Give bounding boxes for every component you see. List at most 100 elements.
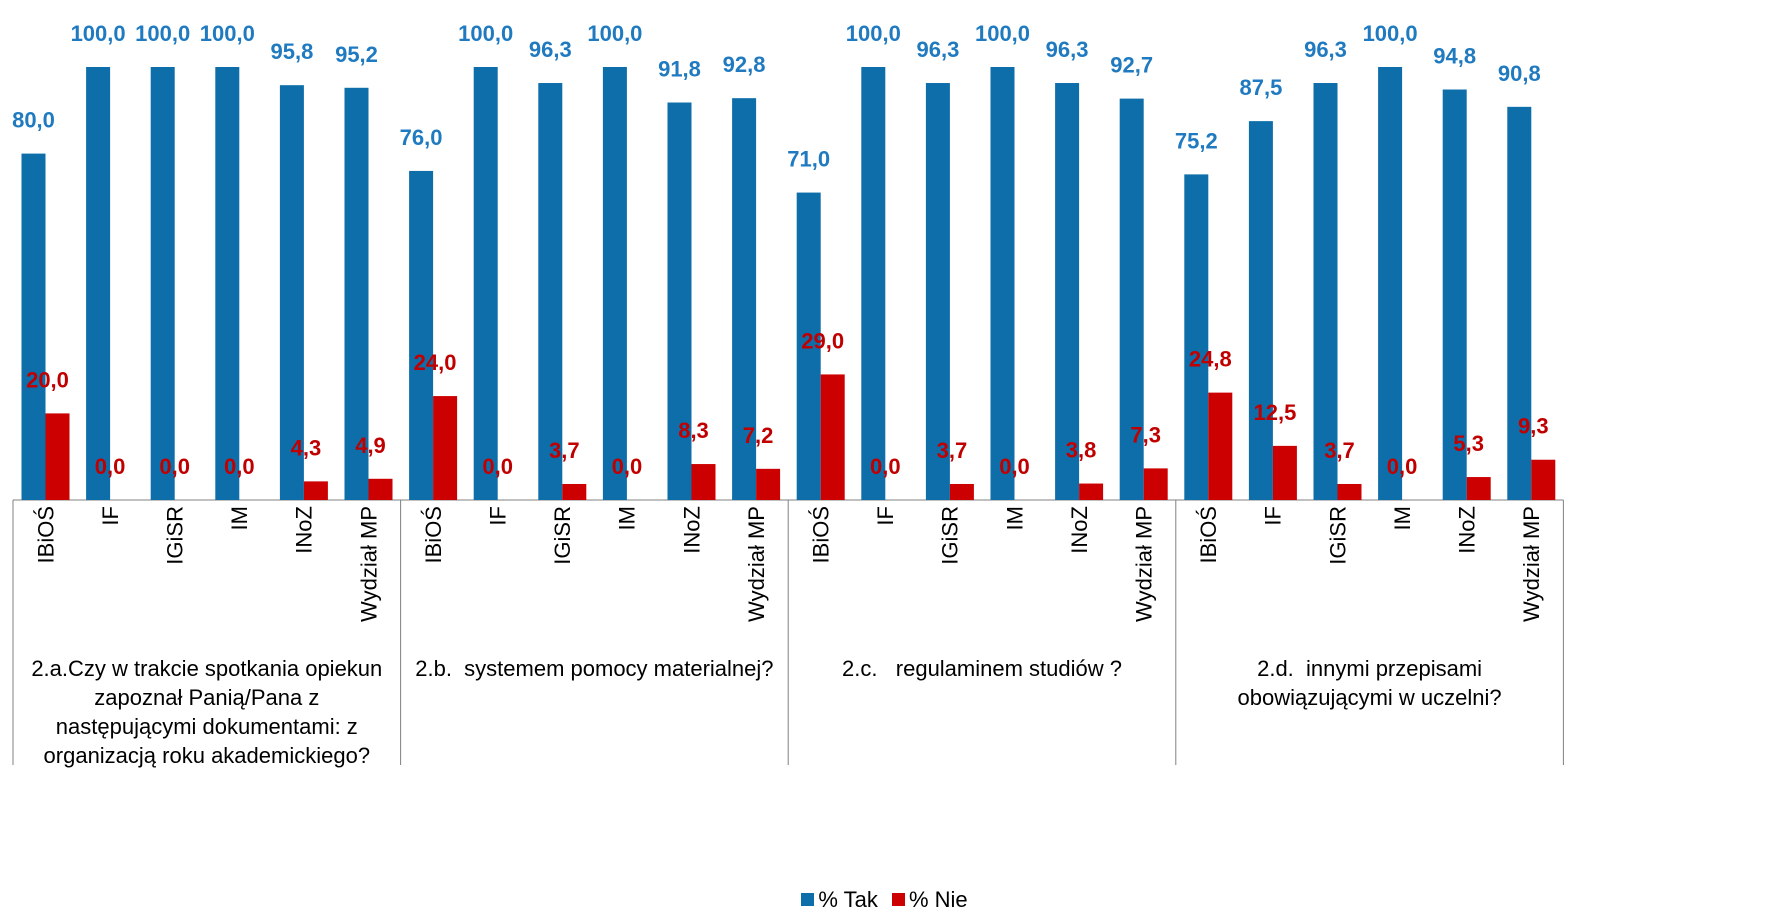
data-label-nie: 8,3	[678, 418, 709, 443]
category-label: Wydział MP	[744, 506, 769, 622]
data-label-tak: 75,2	[1175, 128, 1218, 153]
bar-nie	[691, 464, 716, 500]
bar-nie	[1466, 477, 1491, 500]
legend-item-nie: % Nie	[891, 886, 968, 913]
data-label-tak: 100,0	[846, 21, 901, 46]
bar-tak	[21, 153, 46, 500]
bar-nie	[820, 374, 845, 500]
bar-tak	[1119, 98, 1144, 500]
bar-tak	[925, 83, 950, 501]
data-label-tak: 71,0	[787, 147, 830, 172]
data-label-tak: 76,0	[400, 125, 443, 150]
group-label-line: organizacją roku akademickiego?	[43, 743, 371, 768]
bar-nie	[562, 483, 587, 500]
category-label: IF	[1261, 506, 1286, 526]
data-label-nie: 7,2	[743, 423, 774, 448]
bar-nie	[303, 481, 328, 500]
bar-nie	[45, 413, 70, 500]
bar-nie	[1337, 483, 1362, 500]
bar-nie	[1143, 468, 1168, 500]
group-label-line: zapoznał Panią/Pana z	[94, 685, 320, 710]
data-label-tak: 94,8	[1433, 44, 1476, 69]
category-label: Wydział MP	[1519, 506, 1544, 622]
bar-nie	[1531, 459, 1556, 500]
group-label-line: obowiązującymi w uczelni?	[1237, 685, 1502, 710]
data-label-tak: 96,3	[1046, 37, 1089, 62]
group-label-line: 2.d. innymi przepisami	[1257, 656, 1483, 681]
data-label-tak: 100,0	[587, 21, 642, 46]
data-label-tak: 100,0	[975, 21, 1030, 46]
bar-tak	[861, 67, 886, 500]
bar-tak	[86, 67, 111, 500]
category-label: IGiSR	[1325, 506, 1350, 565]
data-label-tak: 96,3	[916, 37, 959, 62]
bar-tak	[150, 67, 175, 500]
bar-tak	[409, 170, 434, 501]
category-label: INoZ	[292, 506, 317, 554]
bar-tak	[215, 67, 240, 500]
bar-tak	[732, 98, 757, 501]
data-label-nie: 0,0	[159, 454, 190, 479]
data-label-nie: 0,0	[482, 454, 513, 479]
data-label-tak: 95,2	[335, 42, 378, 67]
data-label-nie: 3,8	[1066, 438, 1097, 463]
data-label-tak: 95,8	[270, 39, 313, 64]
category-label: IGiSR	[938, 506, 963, 565]
bar-tak	[1313, 83, 1338, 501]
legend-label-nie: % Nie	[908, 886, 968, 912]
data-label-nie: 3,7	[1324, 438, 1355, 463]
bar-tak	[344, 87, 369, 500]
data-label-nie: 4,3	[291, 435, 322, 460]
data-label-tak: 92,8	[723, 52, 766, 77]
bar-tak	[1055, 83, 1080, 501]
bar-nie	[756, 468, 781, 500]
group-label: 2.d. innymi przepisami obowiązującymi w u…	[1176, 654, 1564, 712]
bar-tak	[279, 85, 304, 500]
bar-nie	[1272, 445, 1297, 500]
data-label-tak: 100,0	[458, 21, 513, 46]
data-label-nie: 0,0	[999, 454, 1030, 479]
category-label: IF	[873, 506, 898, 526]
data-label-tak: 87,5	[1239, 75, 1282, 100]
category-label: IF	[98, 506, 123, 526]
data-label-tak: 100,0	[71, 21, 126, 46]
data-label-tak: 96,3	[529, 37, 572, 62]
category-label: Wydział MP	[356, 506, 381, 622]
category-label: IBiOŚ	[809, 506, 834, 563]
category-label: IBiOŚ	[33, 506, 58, 563]
data-label-tak: 96,3	[1304, 37, 1347, 62]
category-label: IM	[615, 506, 640, 530]
bar-tak	[1442, 89, 1467, 501]
data-label-nie: 4,9	[355, 433, 386, 458]
bar-nie	[368, 478, 393, 500]
bar-tak	[1378, 67, 1403, 500]
category-label: IGiSR	[550, 506, 575, 565]
category-label: IM	[1390, 506, 1415, 530]
data-label-nie: 5,3	[1453, 431, 1484, 456]
data-label-nie: 3,7	[937, 438, 968, 463]
data-label-nie: 7,3	[1130, 422, 1161, 447]
bar-nie	[1079, 483, 1104, 500]
bar-tak	[538, 83, 563, 501]
bar-tak	[1248, 121, 1273, 500]
data-label-nie: 0,0	[870, 454, 901, 479]
category-label: IM	[1002, 506, 1027, 530]
legend-swatch-nie	[891, 893, 905, 906]
data-label-nie: 9,3	[1518, 414, 1549, 439]
group-label-line: 2.b. systemem pomocy materialnej?	[415, 656, 774, 681]
data-label-nie: 0,0	[95, 454, 126, 479]
bar-tak	[473, 67, 498, 500]
category-label: INoZ	[1455, 506, 1480, 554]
bar-nie	[949, 483, 974, 500]
data-label-tak: 91,8	[658, 57, 701, 82]
category-label: IGiSR	[163, 506, 188, 565]
data-label-nie: 0,0	[1387, 454, 1418, 479]
data-label-nie: 3,7	[549, 438, 580, 463]
category-label: INoZ	[679, 506, 704, 554]
bar-tak	[796, 192, 821, 500]
category-label: IM	[227, 506, 252, 530]
data-label-tak: 100,0	[200, 21, 255, 46]
data-label-nie: 0,0	[612, 454, 643, 479]
group-label: 2.a.Czy w trakcie spotkania opiekun zapoz…	[13, 654, 401, 770]
